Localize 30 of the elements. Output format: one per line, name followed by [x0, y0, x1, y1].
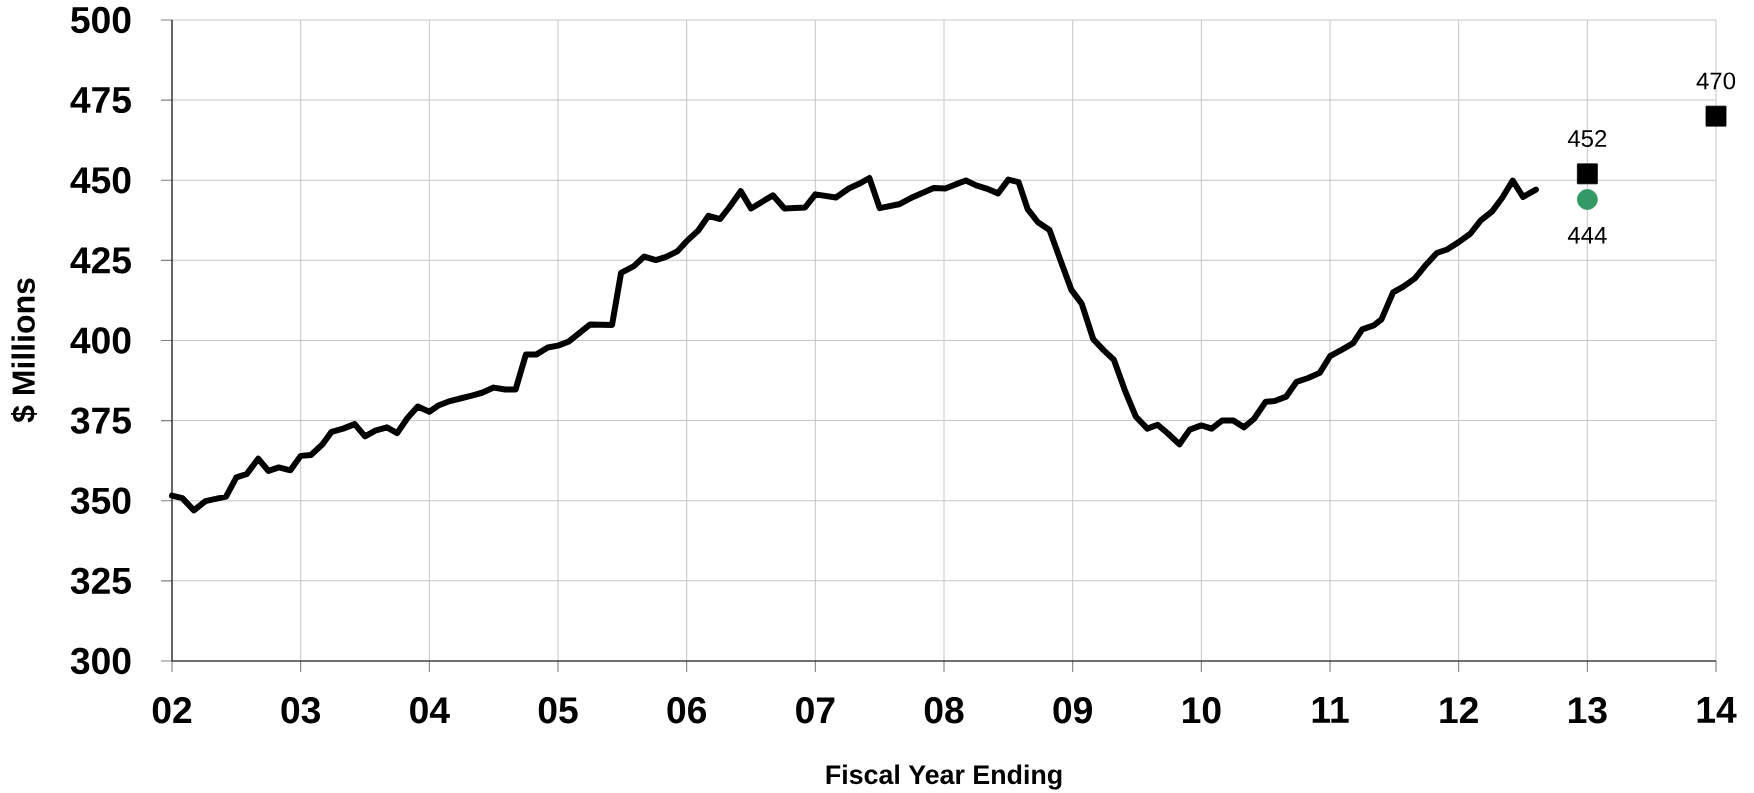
- data-label: 470: [1696, 72, 1736, 90]
- point: [1576, 163, 1598, 185]
- y-tick-label: 375: [70, 407, 131, 434]
- x-tick-label: 12: [1440, 697, 1478, 724]
- x-tick-label: 09: [1053, 697, 1092, 724]
- x-tick-label: 05: [538, 697, 578, 724]
- x-tick-label: 14: [1697, 697, 1737, 723]
- x-tick-label: 08: [924, 697, 964, 724]
- x-tick-label: 06: [667, 697, 707, 724]
- x-tick-label: 02: [152, 697, 192, 724]
- x-tick-label: 07: [796, 697, 835, 724]
- y-tick-label: 425: [70, 247, 131, 274]
- y-tick-label: 325: [70, 567, 131, 595]
- y-tick-label: 500: [71, 6, 131, 34]
- x-tick-label: 03: [281, 697, 321, 724]
- x-axis-title: Fiscal Year Ending: [826, 764, 1062, 790]
- x-tick-label: 04: [410, 697, 450, 724]
- point: [1576, 189, 1598, 210]
- y-tick-label: 450: [70, 167, 131, 194]
- data-label: 452: [1567, 130, 1607, 148]
- x-tick-label: 11: [1312, 697, 1349, 723]
- y-tick-label: 350: [70, 487, 131, 514]
- x-tick-label: 10: [1183, 697, 1221, 724]
- data-label: 444: [1567, 226, 1607, 244]
- y-tick-label: 400: [70, 327, 131, 354]
- y-tick-label: 475: [70, 87, 131, 114]
- y-tick-label: 300: [70, 647, 131, 675]
- point: [1705, 105, 1727, 127]
- x-tick-label: 13: [1569, 697, 1607, 724]
- y-axis-title: $ Millions: [10, 278, 37, 423]
